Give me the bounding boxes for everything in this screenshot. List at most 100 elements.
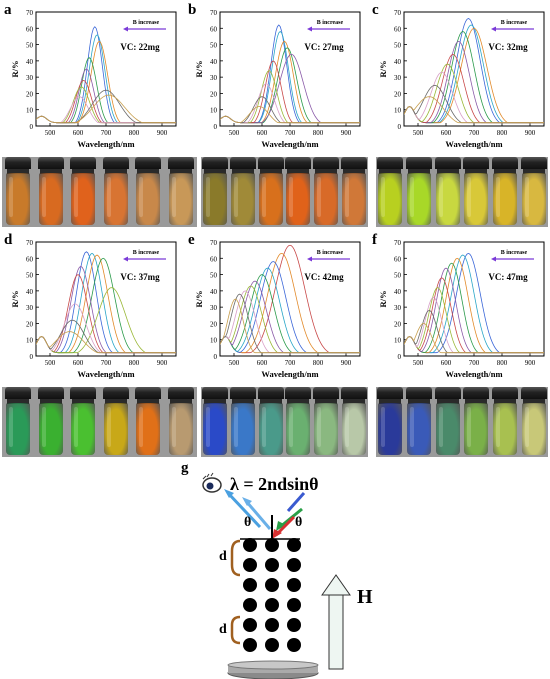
series-line	[36, 252, 176, 354]
x-tick-label: 800	[497, 129, 508, 137]
vial	[102, 387, 129, 457]
particle	[243, 638, 257, 652]
y-tick-label: 50	[394, 272, 402, 280]
y-tick-label: 20	[26, 320, 34, 328]
particle-lattice	[243, 538, 301, 652]
vial	[341, 157, 368, 227]
x-tick-label: 900	[525, 359, 536, 367]
x-tick-label: 800	[497, 359, 508, 367]
y-tick-label: 70	[26, 239, 34, 247]
y-tick-label: 10	[210, 337, 218, 345]
y-tick-label: 40	[394, 58, 402, 66]
vial	[463, 157, 490, 227]
x-axis-label: Wavelength/nm	[445, 369, 502, 379]
y-tick-label: 10	[26, 107, 34, 115]
series-line	[220, 60, 360, 124]
vial	[285, 387, 312, 457]
chart-panel-c: c 0 10 20 30 40 50 60 70 500 600 700 800 900 Wavelengt…	[370, 2, 548, 150]
x-axis-label: Wavelength/nm	[261, 369, 318, 379]
particle	[243, 598, 257, 612]
vial-photo-a	[2, 157, 197, 227]
vial	[341, 387, 368, 457]
y-tick-label: 70	[394, 239, 402, 247]
x-tick-label: 700	[469, 359, 480, 367]
particle	[243, 558, 257, 572]
x-tick-label: 600	[441, 129, 452, 137]
y-tick-label: 60	[394, 25, 402, 33]
panel-label: f	[372, 232, 378, 248]
vial	[313, 157, 340, 227]
x-tick-label: 900	[341, 359, 352, 367]
y-tick-label: 70	[210, 239, 218, 247]
y-tick-label: 70	[26, 9, 34, 17]
series-line	[404, 24, 544, 124]
series-line	[404, 18, 544, 124]
d-bracket-top	[230, 539, 241, 577]
x-tick-label: 800	[129, 359, 140, 367]
chart-panel-e: e 0 10 20 30 40 50 60 70 500 600 700 800 900 Wavelengt…	[186, 232, 364, 380]
series-line	[220, 244, 360, 354]
y-tick-label: 0	[214, 353, 218, 361]
series-line	[36, 79, 176, 124]
y-tick-label: 40	[26, 58, 34, 66]
particle	[243, 618, 257, 632]
bragg-diagram	[202, 472, 351, 679]
y-tick-label: 0	[398, 123, 402, 131]
particle	[265, 598, 279, 612]
y-tick-label: 30	[210, 304, 218, 312]
x-tick-label: 500	[45, 359, 56, 367]
photo-background	[376, 157, 548, 227]
y-tick-label: 10	[26, 337, 34, 345]
y-tick-label: 10	[210, 107, 218, 115]
series-line	[220, 40, 360, 124]
vial	[5, 157, 32, 227]
y-tick-label: 60	[210, 25, 218, 33]
spectrum-plot-c: c 0 10 20 30 40 50 60 70 500 600 700 800 900 Wavelengt…	[372, 2, 545, 149]
series-line	[36, 96, 176, 124]
y-tick-label: 30	[210, 74, 218, 82]
series-line	[404, 84, 544, 124]
y-tick-label: 30	[26, 304, 34, 312]
y-axis-label: R/%	[194, 291, 204, 308]
d-bracket-bottom	[230, 615, 241, 645]
spectrum-plot-b: b 0 10 20 30 40 50 60 70 500 600 700 800 900 Wavelengt…	[188, 2, 361, 149]
y-axis-label: R/%	[10, 291, 20, 308]
vial	[102, 157, 129, 227]
y-tick-label: 60	[26, 255, 34, 263]
y-tick-label: 60	[394, 255, 402, 263]
b-increase-label: B increase	[501, 20, 528, 26]
x-tick-label: 900	[157, 359, 168, 367]
photo-background	[2, 157, 197, 227]
y-tick-label: 70	[394, 9, 402, 17]
chart-panel-b: b 0 10 20 30 40 50 60 70 500 600 700 800 900 Wavelengt…	[186, 2, 364, 150]
panel-label: d	[4, 232, 13, 248]
series-line	[220, 274, 360, 354]
vial	[70, 387, 97, 457]
vial	[135, 387, 162, 457]
vial	[463, 387, 490, 457]
x-axis-label: Wavelength/nm	[445, 139, 502, 149]
y-tick-label: 20	[210, 90, 218, 98]
eye-icon	[202, 472, 222, 493]
y-tick-label: 70	[210, 9, 218, 17]
b-increase-label: B increase	[501, 250, 528, 256]
x-tick-label: 600	[257, 359, 268, 367]
y-tick-label: 10	[394, 107, 402, 115]
y-tick-label: 60	[26, 25, 34, 33]
bragg-formula: λ = 2ndsinθ	[230, 474, 319, 494]
chart-panel-f: f 0 10 20 30 40 50 60 70 500 600 700 800 900 Wavelengt…	[370, 232, 548, 380]
vc-label: VC: 32mg	[488, 42, 528, 52]
x-tick-label: 900	[525, 129, 536, 137]
y-tick-label: 20	[394, 320, 402, 328]
panel-label: e	[188, 232, 195, 248]
y-axis-label: R/%	[378, 291, 388, 308]
y-tick-label: 40	[26, 288, 34, 296]
particle	[287, 638, 301, 652]
vial	[201, 387, 228, 457]
y-tick-label: 40	[210, 288, 218, 296]
particle	[265, 618, 279, 632]
x-tick-label: 700	[101, 129, 112, 137]
chart-panel-d: d 0 10 20 30 40 50 60 70 500 600 700 800 900 Wavelengt…	[2, 232, 180, 380]
vial	[5, 387, 32, 457]
particle	[287, 578, 301, 592]
